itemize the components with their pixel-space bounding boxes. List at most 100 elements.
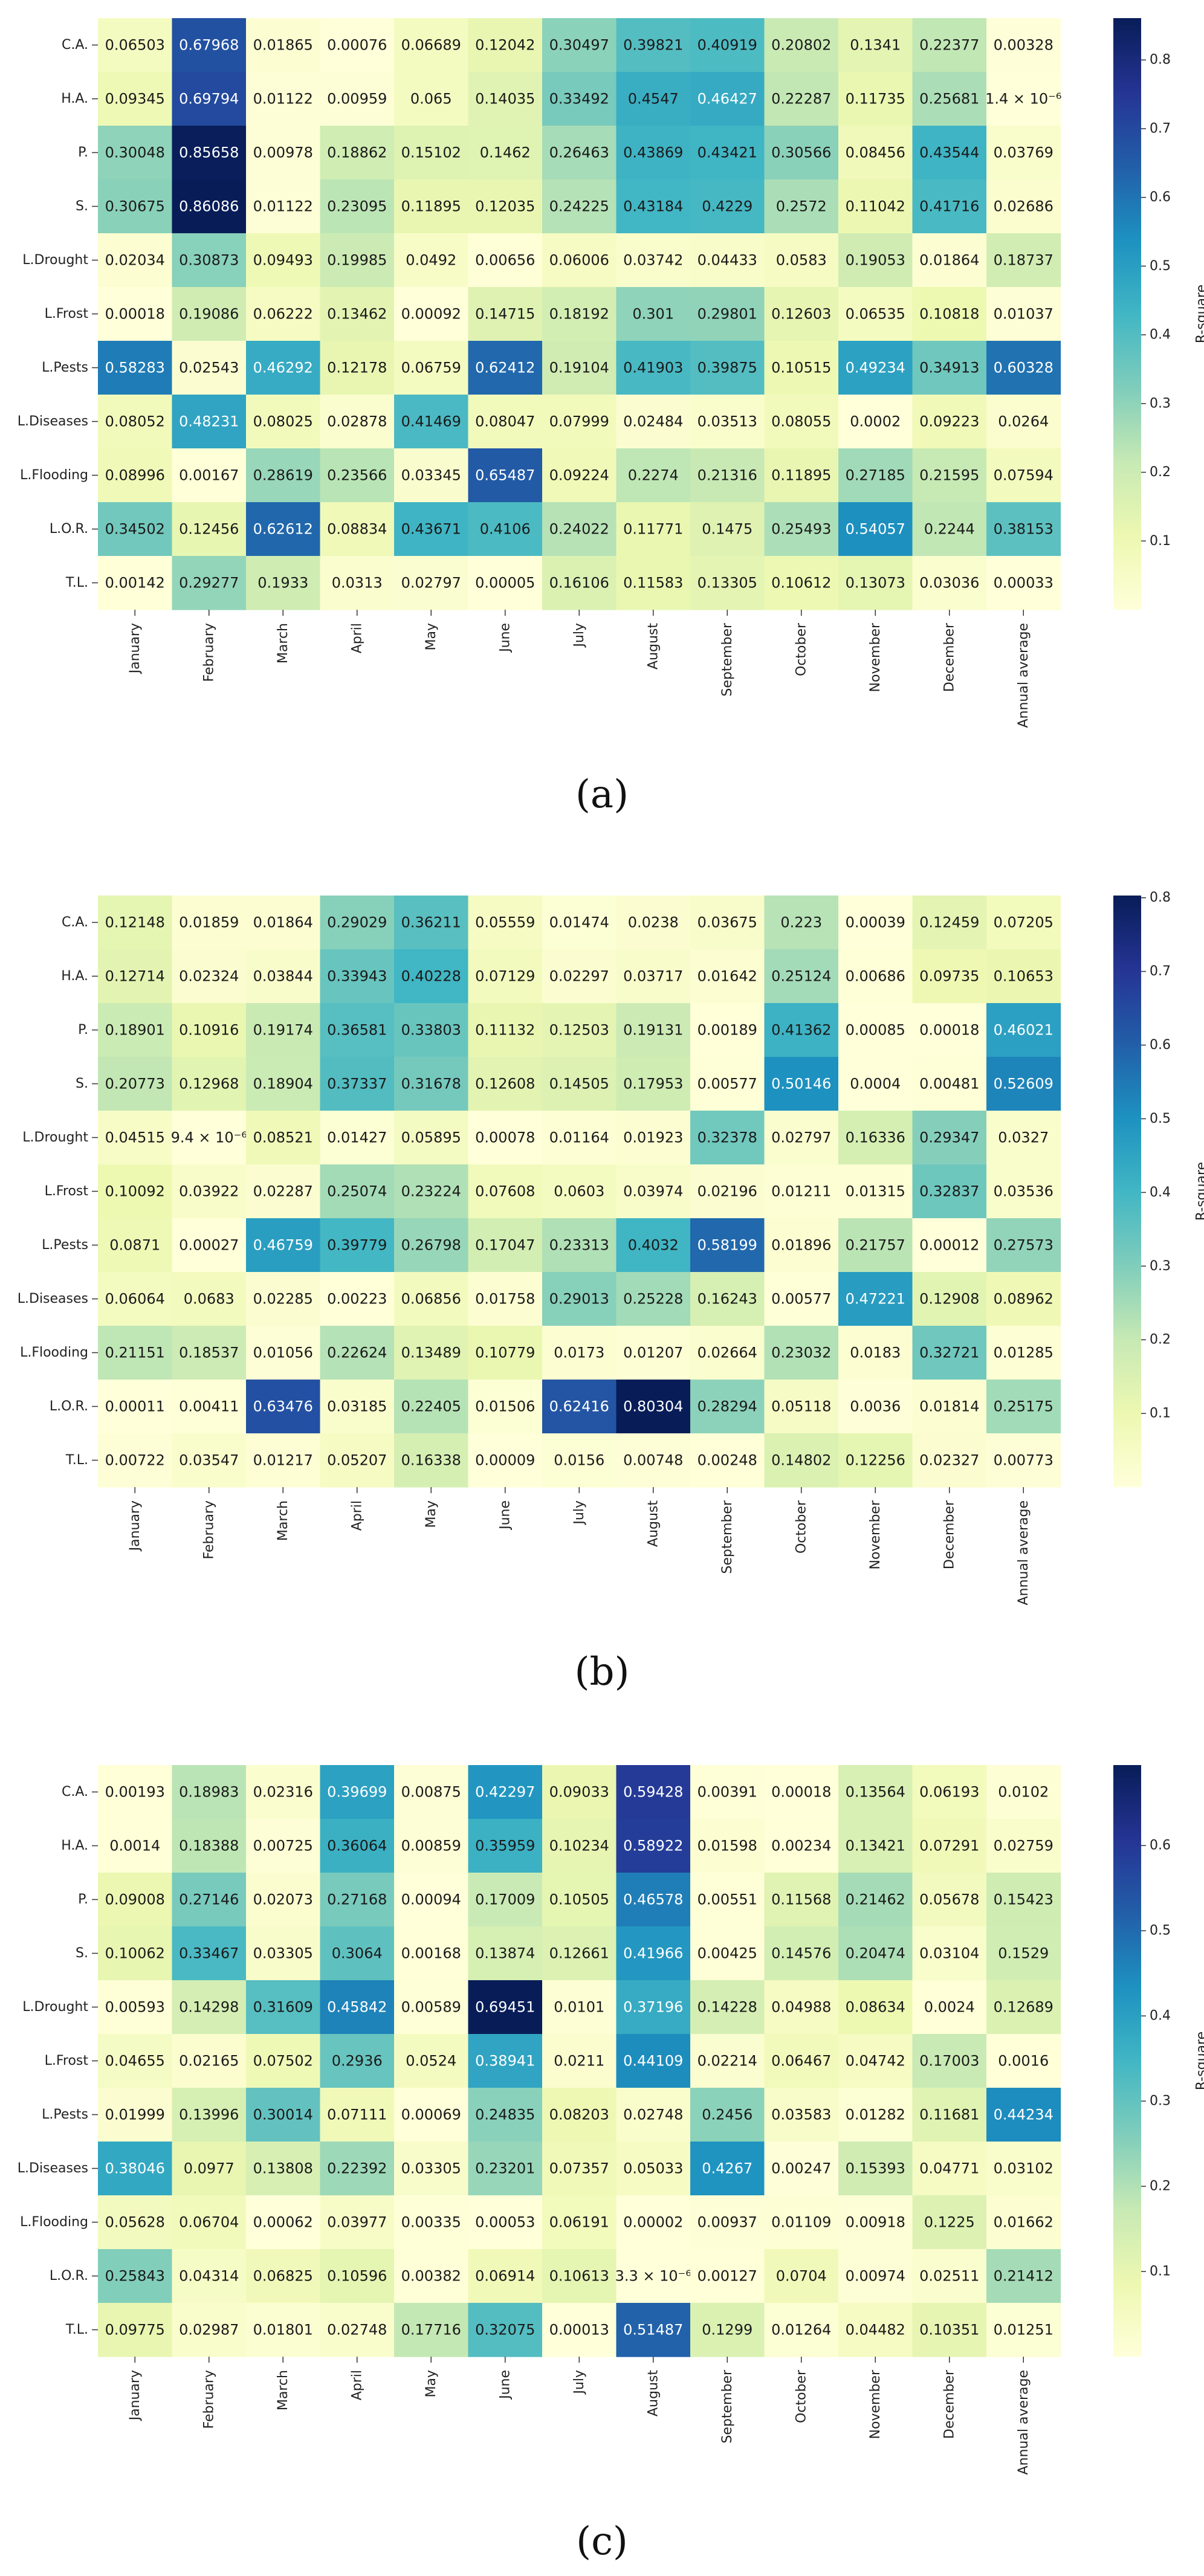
cell-value-label: 0.08025 xyxy=(253,413,313,430)
cell-value-label: 0.08962 xyxy=(994,1291,1054,1308)
colorbar-tick-label: 0.3 xyxy=(1150,2094,1171,2109)
heatmap-cell xyxy=(616,1326,691,1380)
column-label: May xyxy=(424,1500,439,1528)
cell-value-label: 0.06689 xyxy=(401,37,461,54)
heatmap-cell xyxy=(394,1873,469,1927)
cell-value-label: 0.10779 xyxy=(475,1344,535,1361)
cell-value-label: 0.21316 xyxy=(697,467,757,484)
heatmap-cell xyxy=(986,2034,1061,2088)
heatmap-cell xyxy=(320,448,395,503)
cell-value-label: 0.50146 xyxy=(771,1076,831,1093)
cell-value-label: 0.03583 xyxy=(771,2106,831,2123)
cell-value-label: 3.3 × 10⁻⁶ xyxy=(615,2268,691,2285)
cell-value-label: 0.18388 xyxy=(179,1838,239,1855)
heatmap-cell xyxy=(320,72,395,126)
column-label: Annual average xyxy=(1016,623,1031,728)
column-label: September xyxy=(720,622,735,697)
heatmap-cell xyxy=(542,1873,617,1927)
heatmap-cell xyxy=(838,1926,913,1981)
cell-value-label: 0.00193 xyxy=(105,1784,165,1801)
cell-value-label: 0.10653 xyxy=(994,968,1054,985)
cell-value-label: 0.13489 xyxy=(401,1344,461,1361)
cell-value-label: 0.10916 xyxy=(179,1022,239,1039)
heatmap-cell xyxy=(246,18,321,73)
row-label: L.Pests xyxy=(42,1238,88,1253)
heatmap-cell xyxy=(912,2249,987,2303)
heatmap-cell xyxy=(912,126,987,180)
heatmap-cell xyxy=(764,896,839,950)
column-label: March xyxy=(276,1500,291,1541)
cell-value-label: 0.32837 xyxy=(919,1183,979,1200)
heatmap-cell xyxy=(172,2195,247,2250)
cell-value-label: 0.19104 xyxy=(549,360,609,376)
cell-value-label: 0.31609 xyxy=(253,1999,313,2016)
heatmap-cell xyxy=(394,1380,469,1434)
cell-value-label: 0.36581 xyxy=(327,1022,387,1039)
cell-value-label: 0.19985 xyxy=(327,252,387,269)
cell-value-label: 0.03185 xyxy=(327,1398,387,1415)
row-label: S. xyxy=(76,1946,88,1961)
heatmap-cell xyxy=(764,1380,839,1434)
cell-value-label: 0.27168 xyxy=(327,1891,387,1908)
heatmap-cell xyxy=(394,896,469,950)
heatmap-cell xyxy=(172,1218,247,1273)
heatmap-cell xyxy=(98,556,173,610)
heatmap-cell xyxy=(912,896,987,950)
heatmap-cell xyxy=(912,1218,987,1273)
heatmap-cell xyxy=(764,949,839,1004)
heatmap-cell xyxy=(690,556,765,610)
cell-value-label: 0.08055 xyxy=(771,413,831,430)
heatmap-cell xyxy=(172,2088,247,2142)
column-label: October xyxy=(794,622,809,676)
cell-value-label: 0.41903 xyxy=(623,360,683,376)
cell-value-label: 0.11681 xyxy=(919,2106,979,2123)
cell-value-label: 0.0683 xyxy=(184,1291,235,1308)
cell-value-label: 0.4547 xyxy=(628,91,679,108)
heatmap-cell xyxy=(616,341,691,395)
cell-value-label: 0.25124 xyxy=(771,968,831,985)
cell-value-label: 0.06503 xyxy=(105,37,165,54)
heatmap-cell xyxy=(394,2249,469,2303)
cell-value-label: 0.0238 xyxy=(628,914,679,931)
cell-value-label: 0.00656 xyxy=(475,252,535,269)
heatmap-cell xyxy=(468,556,543,610)
cell-value-label: 0.11132 xyxy=(475,1022,535,1039)
cell-value-label: 0.46292 xyxy=(253,360,313,376)
cell-value-label: 0.12908 xyxy=(919,1291,979,1308)
row-label: L.Pests xyxy=(42,2107,88,2122)
heatmap-cell xyxy=(690,2303,765,2357)
heatmap-cell xyxy=(246,896,321,950)
cell-value-label: 0.02324 xyxy=(179,968,239,985)
heatmap-cell xyxy=(172,72,247,126)
cell-value-label: 0.00978 xyxy=(253,144,313,161)
cell-value-label: 0.18904 xyxy=(253,1076,313,1093)
colorbar-tick-label: 0.1 xyxy=(1150,534,1171,549)
heatmap-cell xyxy=(764,502,839,557)
heatmap-cell xyxy=(616,1057,691,1111)
heatmap-cell xyxy=(394,1164,469,1219)
row-label: C.A. xyxy=(62,37,88,53)
cell-value-label: 0.12456 xyxy=(179,521,239,538)
heatmap-cell xyxy=(246,1873,321,1927)
cell-value-label: 0.01896 xyxy=(771,1237,831,1254)
heatmap-cell xyxy=(172,1057,247,1111)
cell-value-label: 0.00686 xyxy=(846,968,905,985)
heatmap-cell xyxy=(98,2249,173,2303)
cell-value-label: 0.06914 xyxy=(475,2268,535,2285)
cell-value-label: 0.1225 xyxy=(924,2214,975,2231)
cell-value-label: 0.00382 xyxy=(401,2268,461,2285)
cell-value-label: 0.42297 xyxy=(475,1784,535,1801)
heatmap-cell xyxy=(172,1164,247,1219)
heatmap-cell xyxy=(172,2303,247,2357)
heatmap-cell xyxy=(616,233,691,288)
row-label: L.Diseases xyxy=(18,414,88,429)
heatmap-cell xyxy=(690,896,765,950)
colorbar-tick-label: 0.5 xyxy=(1150,259,1171,274)
column-label: January xyxy=(128,623,143,674)
heatmap-cell xyxy=(986,1926,1061,1981)
heatmap-cell xyxy=(912,2088,987,2142)
cell-value-label: 0.00425 xyxy=(697,1945,757,1962)
cell-value-label: 0.01859 xyxy=(179,914,239,931)
heatmap-cell xyxy=(98,179,173,234)
heatmap-cell xyxy=(986,2088,1061,2142)
